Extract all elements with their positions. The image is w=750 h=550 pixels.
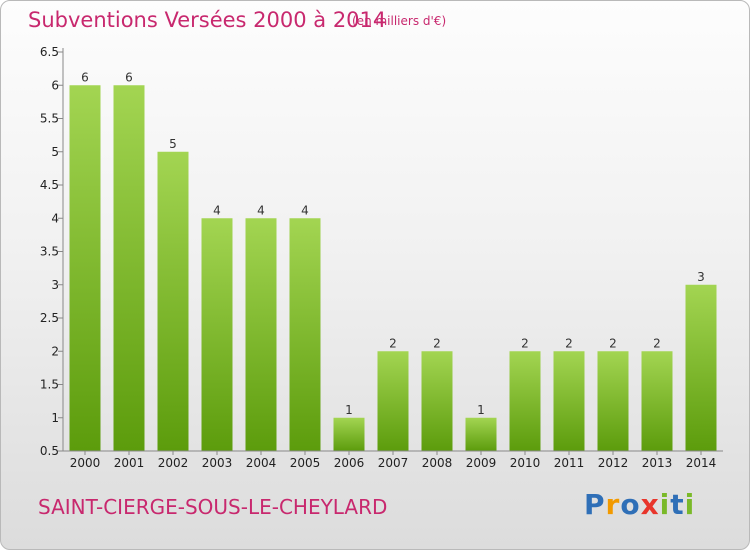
y-tick-label: 1 (51, 411, 59, 425)
data-label-2004: 4 (257, 203, 265, 217)
x-tick-label-2010: 2010 (510, 456, 541, 470)
x-tick-label-2005: 2005 (290, 456, 321, 470)
data-label-2011: 2 (565, 336, 573, 350)
data-label-2014: 3 (697, 270, 705, 284)
x-tick-label-2007: 2007 (378, 456, 409, 470)
x-tick-label-2008: 2008 (422, 456, 453, 470)
data-label-2008: 2 (433, 336, 441, 350)
proxiti-logo: Proxiti (584, 488, 695, 521)
x-tick-label-2009: 2009 (466, 456, 497, 470)
y-tick-label: 2.5 (40, 311, 59, 325)
x-tick-label-2011: 2011 (554, 456, 585, 470)
logo-letter: P (584, 488, 606, 521)
bar-2003 (201, 218, 233, 451)
bar-2012 (597, 351, 629, 451)
bar-2006 (333, 417, 365, 451)
logo-letter: i (684, 488, 696, 521)
data-label-2009: 1 (477, 403, 485, 417)
logo-letter: o (620, 488, 641, 521)
y-tick-label: 5.5 (40, 112, 59, 126)
x-tick-label-2000: 2000 (70, 456, 101, 470)
bar-2009 (465, 417, 497, 451)
x-tick-label-2006: 2006 (334, 456, 365, 470)
y-tick-label: 6.5 (40, 45, 59, 59)
x-ticks-group: 2000 2001 2002 2003 2004 2005 2006 2007 2008 2009… (70, 451, 717, 470)
x-tick-label-2002: 2002 (158, 456, 189, 470)
data-label-2012: 2 (609, 336, 617, 350)
y-tick-label: 5 (51, 145, 59, 159)
commune-name: SAINT-CIERGE-SOUS-LE-CHEYLARD (38, 495, 388, 519)
logo-letter: x (640, 488, 660, 521)
x-tick-label-2014: 2014 (686, 456, 717, 470)
bar-2002 (157, 151, 189, 451)
data-label-2006: 1 (345, 403, 353, 417)
y-tick-label: 0.5 (40, 444, 59, 458)
chart-title: Subventions Versées 2000 à 2014 (28, 8, 387, 32)
x-tick-label-2004: 2004 (246, 456, 277, 470)
data-label-2002: 5 (169, 137, 177, 151)
bar-2007 (377, 351, 409, 451)
x-tick-label-2001: 2001 (114, 456, 145, 470)
data-label-2001: 6 (125, 70, 133, 84)
bar-2010 (509, 351, 541, 451)
data-label-2000: 6 (81, 70, 89, 84)
y-ticks-group: 0.5 1 1.5 2 2.5 3 3.5 4 4.5 5 5.5 6 6.5 (40, 45, 63, 458)
bars-group (69, 85, 717, 451)
data-label-2007: 2 (389, 336, 397, 350)
logo-letter: r (605, 488, 621, 521)
y-tick-label: 1.5 (40, 378, 59, 392)
logo-letter: t (670, 488, 685, 521)
bar-2004 (245, 218, 277, 451)
bar-2011 (553, 351, 585, 451)
x-tick-label-2003: 2003 (202, 456, 233, 470)
y-tick-label: 4 (51, 211, 59, 225)
bar-2005 (289, 218, 321, 451)
bar-2014 (685, 284, 717, 451)
y-tick-label: 6 (51, 78, 59, 92)
bar-2008 (421, 351, 453, 451)
data-labels-group: 6 6 5 4 4 4 1 2 2 1 2 2 2 2 3 (81, 70, 705, 417)
bar-2013 (641, 351, 673, 451)
x-tick-label-2012: 2012 (598, 456, 629, 470)
x-tick-label-2013: 2013 (642, 456, 673, 470)
data-label-2005: 4 (301, 203, 309, 217)
chart-subtitle: (en milliers d'€) (352, 14, 447, 28)
bar-2001 (113, 85, 145, 451)
y-tick-label: 4.5 (40, 178, 59, 192)
y-tick-label: 3 (51, 278, 59, 292)
data-label-2003: 4 (213, 203, 221, 217)
y-tick-label: 3.5 (40, 245, 59, 259)
logo-letter: i (659, 488, 671, 521)
data-label-2010: 2 (521, 336, 529, 350)
bar-2000 (69, 85, 101, 451)
y-tick-label: 2 (51, 344, 59, 358)
data-label-2013: 2 (653, 336, 661, 350)
